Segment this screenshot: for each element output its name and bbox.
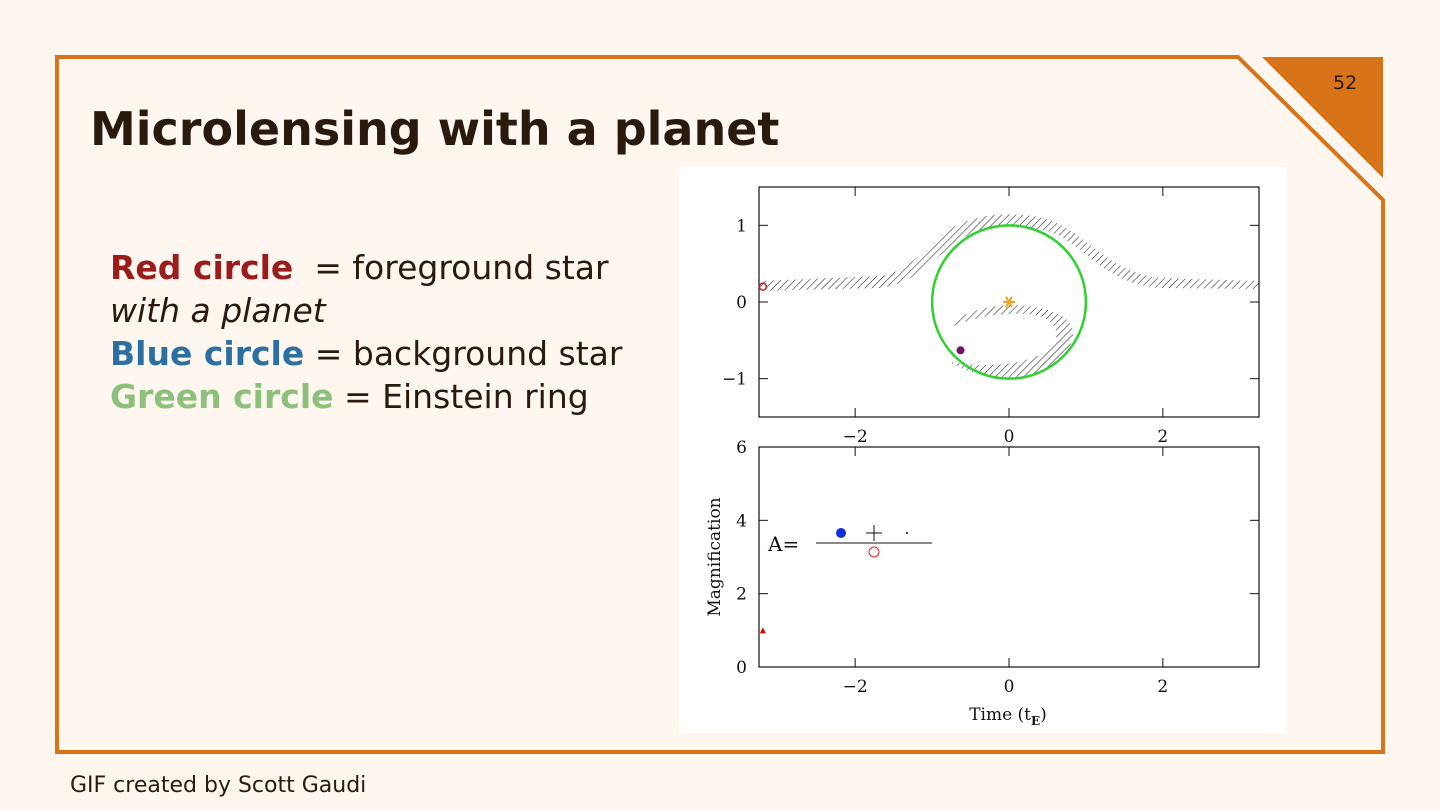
label: Red circle bbox=[110, 248, 294, 287]
y-tick-label: 2 bbox=[736, 585, 747, 605]
image-track bbox=[945, 305, 1073, 378]
annotation: A= bbox=[767, 532, 799, 556]
x-tick-label: 0 bbox=[1004, 677, 1015, 697]
x-tick-label: −2 bbox=[843, 427, 868, 447]
text: = foreground star bbox=[314, 248, 609, 287]
y-tick-label: −1 bbox=[722, 370, 747, 390]
lens-star bbox=[1003, 296, 1015, 308]
star-ray bbox=[1005, 296, 1013, 308]
slide-title: Microlensing with a planet bbox=[90, 102, 780, 156]
x-tick-label: 2 bbox=[1157, 677, 1168, 697]
x-tick-label: 2 bbox=[1157, 427, 1168, 447]
y-tick-label: 6 bbox=[736, 438, 747, 458]
x-axis-label: Time (tE) bbox=[969, 705, 1047, 728]
x-tick-label: −2 bbox=[843, 677, 868, 697]
figure-bg bbox=[679, 167, 1287, 733]
einstein-ring bbox=[930, 224, 1088, 380]
footer: GIF created by Scott Gaudi bbox=[70, 773, 367, 798]
slide-number: 52 bbox=[1333, 72, 1358, 94]
x-axis-label-part: Time (t bbox=[969, 705, 1031, 725]
y-tick-label: 4 bbox=[736, 511, 747, 531]
line: with a planet bbox=[110, 289, 622, 332]
source-track bbox=[759, 214, 1259, 291]
text: = Einstein ring bbox=[344, 377, 589, 416]
y-tick-label: 0 bbox=[736, 658, 747, 678]
y-tick-label: 1 bbox=[736, 216, 747, 236]
label: Green circle bbox=[110, 377, 334, 416]
y-tick-label: 0 bbox=[736, 293, 747, 313]
source bbox=[758, 282, 768, 291]
corner bbox=[1262, 57, 1383, 178]
planet bbox=[956, 346, 965, 355]
legend-text: Red circle = foreground star with a plan… bbox=[110, 246, 622, 418]
line: Green circle = Einstein ring bbox=[110, 375, 622, 418]
x-axis-label-sub: E bbox=[1031, 714, 1040, 728]
y-axis-label: Magnification bbox=[705, 497, 725, 616]
magnification-point bbox=[759, 627, 766, 634]
text: = background star bbox=[314, 334, 623, 373]
x-axis-label-end: ) bbox=[1040, 705, 1047, 725]
line: Red circle = foreground star bbox=[110, 246, 622, 289]
figure: −2 0 2 −1 0 1 −2 0 2 0 2 4 6 A= Magnification Time (tE) bbox=[705, 186, 1260, 728]
frame bbox=[55, 55, 1385, 754]
line: Blue circle = background star bbox=[110, 332, 622, 375]
text: with a planet bbox=[110, 291, 326, 330]
x-tick-label: 0 bbox=[1004, 427, 1015, 447]
formula-icons bbox=[816, 525, 932, 558]
label: Blue circle bbox=[110, 334, 305, 373]
